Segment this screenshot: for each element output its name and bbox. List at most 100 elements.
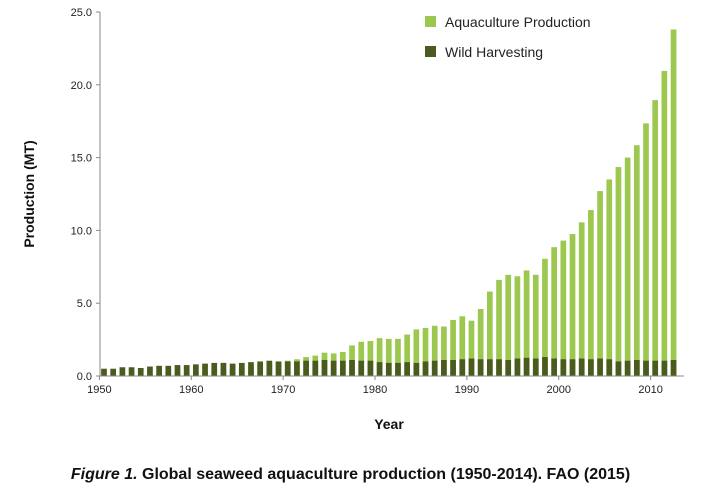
- bar-wild-1986: [431, 360, 438, 376]
- bar-wild-1990: [468, 358, 475, 376]
- legend-swatch-aquaculture: [425, 16, 436, 27]
- bar-wild-2010: [652, 360, 659, 376]
- bar-wild-1999: [551, 358, 557, 376]
- bar-wild-1968: [266, 360, 273, 376]
- bar-wild-2011: [661, 360, 668, 376]
- bar-wild-1981: [385, 362, 392, 376]
- bar-aquaculture-1990: [468, 320, 475, 376]
- x-tick-label: 2000: [546, 384, 570, 396]
- bar-wild-1997: [532, 358, 539, 376]
- bar-aquaculture-2001: [569, 234, 576, 376]
- axes-group: 0.0 5.0 10.0 15.0 20.0 25.0 1950 1960 1970 1980 19…: [71, 7, 684, 396]
- caption-lead: Figure 1.: [70, 466, 138, 483]
- bar-wild-1978: [358, 360, 365, 376]
- bar-wild-1965: [238, 362, 245, 376]
- bar-aquaculture-1983: [404, 334, 411, 376]
- bar-wild-1956: [156, 365, 162, 376]
- bar-aquaculture-2005: [606, 179, 613, 376]
- bar-wild-1951: [110, 368, 117, 376]
- legend-label-aquaculture: Aquaculture Production: [445, 14, 591, 30]
- bar-aquaculture-1994: [505, 274, 512, 376]
- y-tick-label: 0.0: [77, 371, 92, 383]
- y-axis-title: Production (MT): [21, 140, 37, 247]
- bar-wild-1953: [128, 367, 135, 376]
- bar-aquaculture-2000: [560, 240, 567, 376]
- bar-wild-2000: [560, 359, 567, 376]
- y-tick-label: 5.0: [77, 298, 92, 310]
- chart: 0.0 5.0 10.0 15.0 20.0 25.0 1950 1960 1970 1980 19…: [21, 7, 684, 432]
- x-tick-label: 1990: [455, 384, 479, 396]
- bar-wild-1958: [174, 365, 181, 376]
- bar-aquaculture-2011: [661, 70, 668, 376]
- bar-wild-2005: [606, 359, 613, 376]
- bar-aquaculture-1997: [532, 274, 539, 376]
- bar-wild-1995: [514, 358, 521, 376]
- y-tick-label: 10.0: [71, 225, 92, 237]
- bar-wild-1977: [349, 359, 355, 376]
- bar-wild-1966: [248, 362, 254, 376]
- bar-aquaculture-2009: [643, 123, 649, 376]
- bar-wild-1988: [450, 359, 456, 376]
- legend-swatch-wild: [425, 46, 436, 57]
- bar-wild-1964: [229, 363, 236, 376]
- bar-wild-1970: [284, 361, 291, 376]
- bar-aquaculture-1981: [385, 338, 392, 376]
- bar-aquaculture-1980: [376, 338, 383, 376]
- bar-wild-1998: [542, 357, 548, 376]
- legend: Aquaculture Production Wild Harvesting: [425, 14, 591, 60]
- bar-aquaculture-1987: [441, 326, 447, 376]
- bar-wild-1960: [193, 364, 199, 376]
- caption-text: Global seaweed aquaculture production (1…: [137, 466, 631, 483]
- bar-wild-1954: [137, 367, 144, 376]
- bar-aquaculture-1979: [367, 341, 374, 376]
- bar-aquaculture-2006: [615, 167, 622, 376]
- bar-aquaculture-2010: [652, 100, 659, 376]
- bar-aquaculture-1988: [450, 319, 456, 376]
- bar-aquaculture-1991: [477, 309, 484, 376]
- bar-wild-1963: [220, 362, 227, 376]
- bar-aquaculture-1999: [551, 247, 557, 376]
- bar-wild-1996: [523, 357, 530, 376]
- bar-wild-1957: [165, 365, 172, 376]
- x-tick-label: 2010: [638, 384, 662, 396]
- bar-wild-1993: [496, 359, 502, 376]
- bar-aquaculture-1995: [514, 276, 521, 376]
- legend-label-wild: Wild Harvesting: [445, 44, 543, 60]
- bar-aquaculture-1992: [486, 291, 493, 376]
- bar-aquaculture-1993: [496, 279, 502, 376]
- bar-wild-1989: [459, 359, 466, 376]
- bar-wild-1991: [477, 359, 484, 376]
- bar-wild-1973: [312, 360, 319, 376]
- x-tick-label: 1970: [271, 384, 295, 396]
- bar-wild-1975: [330, 360, 337, 376]
- y-tick-label: 20.0: [71, 80, 92, 92]
- bar-wild-1955: [147, 366, 153, 376]
- bar-wild-1979: [367, 360, 374, 376]
- bar-aquaculture-1982: [395, 338, 401, 376]
- bar-wild-1952: [119, 367, 126, 376]
- bar-wild-2002: [578, 358, 585, 376]
- bar-aquaculture-2008: [633, 145, 640, 376]
- bar-wild-1976: [340, 360, 346, 376]
- bar-wild-1983: [404, 362, 411, 376]
- x-tick-label: 1960: [179, 384, 203, 396]
- bar-wild-1992: [486, 359, 493, 376]
- bar-aquaculture-1978: [358, 341, 365, 376]
- y-tick-label: 15.0: [71, 153, 92, 165]
- bar-aquaculture-1986: [431, 325, 438, 376]
- x-tick-label: 1980: [363, 384, 387, 396]
- bar-wild-1950: [101, 368, 107, 376]
- bar-aquaculture-2012: [670, 29, 677, 376]
- bar-wild-1984: [413, 362, 420, 376]
- bar-wild-1994: [505, 359, 512, 376]
- bar-wild-2003: [588, 359, 594, 376]
- bar-wild-1967: [257, 361, 264, 376]
- bar-wild-1969: [275, 361, 282, 376]
- bar-wild-1974: [321, 359, 328, 376]
- bar-wild-2009: [643, 360, 649, 376]
- bar-aquaculture-2007: [624, 157, 631, 376]
- bar-wild-2012: [670, 359, 677, 376]
- bars-group: [101, 29, 677, 376]
- bar-wild-1961: [202, 363, 208, 376]
- bar-wild-2007: [624, 360, 631, 376]
